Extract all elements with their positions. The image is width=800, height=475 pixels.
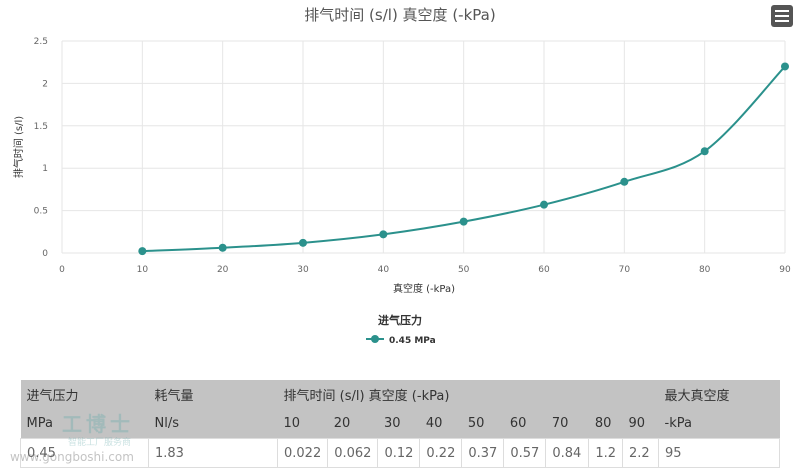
data-point: [379, 230, 388, 239]
data-point: [781, 62, 789, 71]
header-cell: 70: [545, 409, 589, 439]
chart-menu-button[interactable]: [771, 5, 793, 27]
hamburger-menu-icon: [775, 10, 789, 12]
x-tick-label: 90: [779, 265, 791, 275]
table-cell: 1.83: [148, 438, 278, 468]
y-axis-label: 排气时间 (s/l): [12, 116, 25, 178]
y-tick-label: 2.5: [34, 37, 48, 47]
data-point: [620, 177, 629, 186]
y-tick-label: 1.5: [34, 122, 48, 132]
table-cell: 0.84: [545, 438, 590, 468]
x-tick-label: 70: [619, 265, 631, 275]
y-tick-label: 0: [42, 249, 48, 259]
y-tick-label: 2: [42, 79, 48, 89]
header-cell: 最大真空度: [658, 380, 780, 409]
x-tick-label: 20: [217, 265, 229, 275]
series-line: [142, 65, 786, 253]
table-cell: 0.12: [377, 438, 421, 468]
table-row: 0.45 1.83 0.022 0.062 0.12 0.22 0.37 0.57 0.84 1.…: [20, 438, 780, 468]
data-point: [138, 247, 147, 256]
header-cell: 排气时间 (s/l) 真空度 (-kPa): [277, 380, 659, 409]
x-tick-label: 10: [137, 265, 149, 275]
x-tick-label: 80: [699, 265, 711, 275]
data-point: [299, 238, 307, 247]
data-point: [540, 200, 548, 209]
x-tick-label: 60: [538, 265, 550, 275]
legend-item: 0.45 MPa: [389, 336, 436, 346]
data-point: [459, 217, 468, 226]
x-tick-label: 50: [458, 265, 470, 275]
legend-marker: [371, 335, 379, 343]
header-cell: MPa: [20, 409, 149, 439]
header-cell: 20: [327, 409, 378, 439]
header-cell: 60: [503, 409, 546, 439]
table-cell: 0.57: [503, 438, 547, 468]
table-header-row: 进气压力 耗气量 排气时间 (s/l) 真空度 (-kPa) 最大真空度: [20, 380, 780, 409]
x-tick-label: 30: [297, 265, 309, 275]
header-cell: 30: [377, 409, 420, 439]
table-cell: 0.45: [20, 438, 149, 468]
x-tick-label: 0: [59, 265, 65, 275]
header-cell: 耗气量: [148, 380, 278, 409]
table-cell: 95: [658, 438, 780, 468]
data-point: [218, 243, 227, 252]
y-tick-label: 0.5: [34, 207, 48, 217]
header-cell: -kPa: [658, 409, 780, 439]
x-tick-label: 40: [378, 265, 390, 275]
y-tick-label: 1: [42, 164, 48, 174]
data-table: 进气压力 耗气量 排气时间 (s/l) 真空度 (-kPa) 最大真空度 MPa…: [20, 380, 780, 468]
chart: 0 10 20 30 40 50 60 70 80 90 0 0.5 1 1.5 2 2.5 排气时间 (s/l…: [12, 6, 791, 346]
header-cell: 80: [588, 409, 623, 439]
chart-title: 排气时间 (s/l) 真空度 (-kPa): [304, 6, 495, 24]
table-cell: 1.2: [588, 438, 624, 468]
header-cell: Nl/s: [148, 409, 278, 439]
table-header-row: MPa Nl/s 10 20 30 40 50 60 70 80 90 -kPa: [20, 409, 780, 439]
x-axis-label: 真空度 (-kPa): [393, 282, 455, 295]
table-cell: 2.2: [622, 438, 660, 468]
header-cell: 90: [622, 409, 659, 439]
legend-title: 进气压力: [378, 313, 422, 327]
table-cell: 0.37: [461, 438, 505, 468]
table-cell: 0.022: [276, 438, 329, 468]
header-cell: 进气压力: [20, 380, 149, 409]
data-point: [700, 147, 709, 156]
table-cell: 0.22: [419, 438, 463, 468]
header-cell: 40: [419, 409, 462, 439]
table-cell: 0.062: [327, 438, 379, 468]
header-cell: 10: [277, 409, 328, 439]
header-cell: 50: [461, 409, 504, 439]
